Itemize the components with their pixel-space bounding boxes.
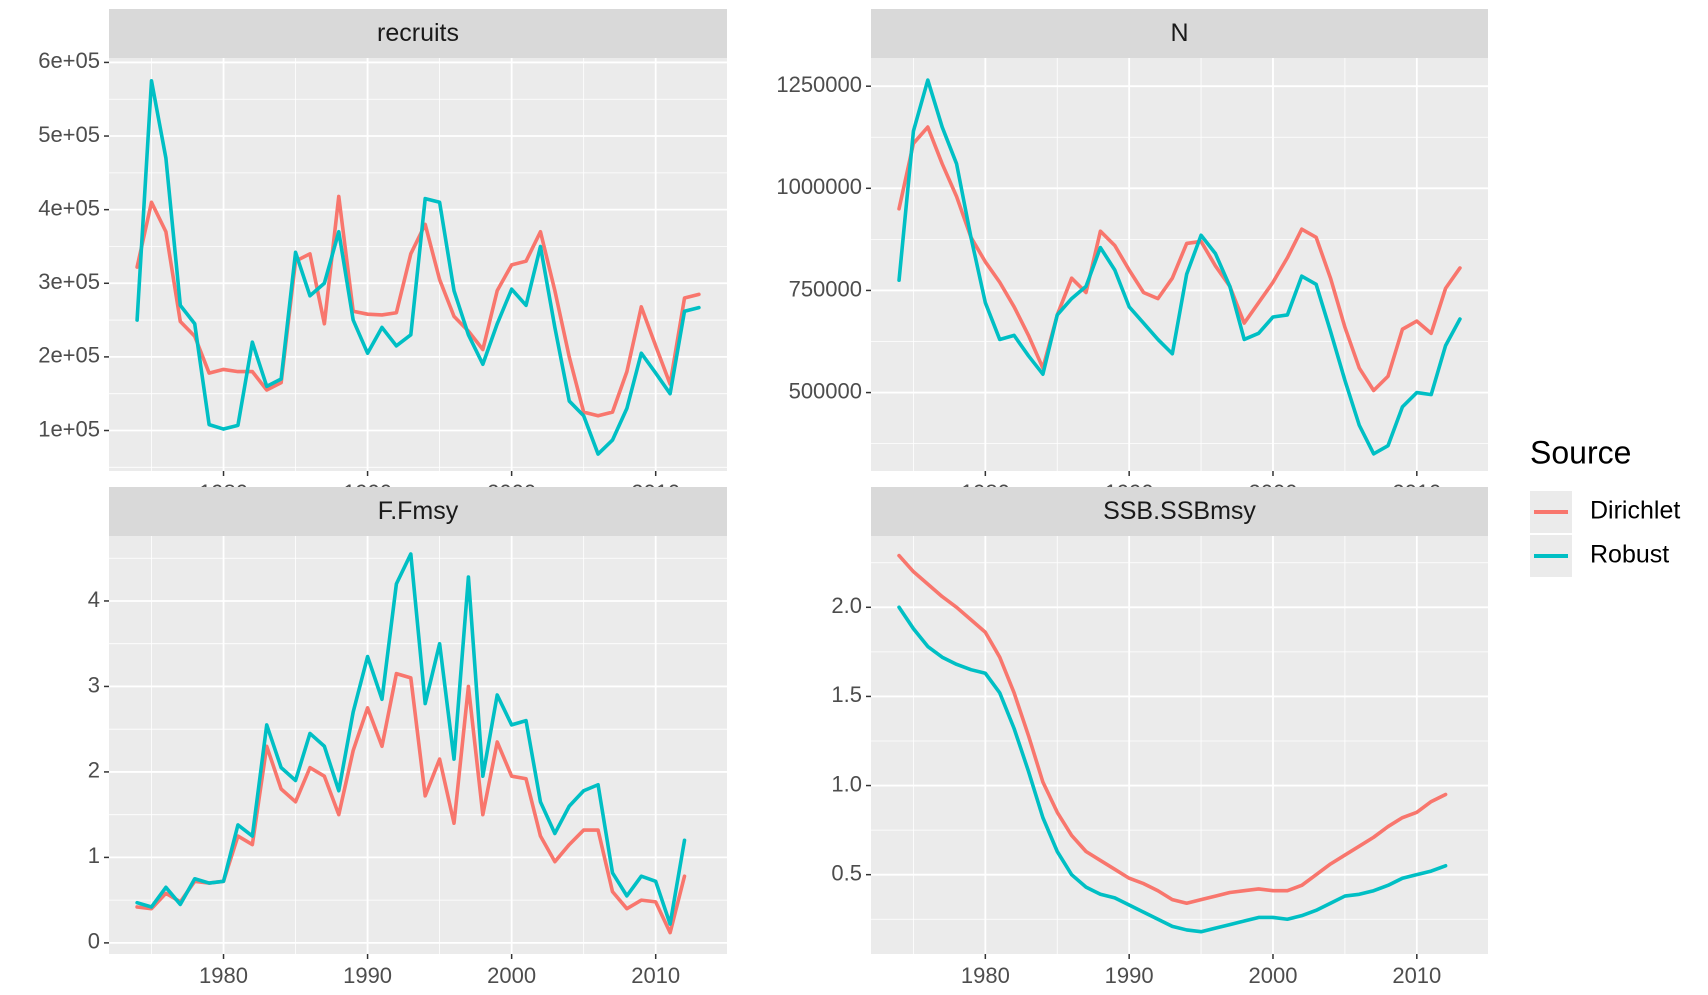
y-tick-label: 2 (88, 758, 100, 783)
y-tick-label: 4 (88, 587, 100, 612)
y-tick-label: 2.0 (831, 593, 862, 618)
x-tick-label: 2000 (487, 963, 536, 988)
strip (109, 9, 727, 58)
y-tick-label: 3e+05 (38, 269, 100, 294)
x-tick-label: 1990 (1105, 963, 1154, 988)
strip-label: recruits (377, 19, 459, 47)
series-line (897, 125, 1462, 393)
x-tick-label: 2010 (1392, 963, 1441, 988)
y-tick-label: 0.5 (831, 860, 862, 885)
legend-label: Robust (1590, 541, 1669, 569)
series-line (135, 79, 701, 456)
x-tick-label: 2010 (631, 963, 680, 988)
y-tick-label: 1250000 (776, 72, 862, 97)
strip (871, 487, 1488, 536)
strip (109, 487, 727, 536)
y-tick-label: 1.0 (831, 771, 862, 796)
y-tick-label: 3 (88, 672, 100, 697)
strip-label: SSB.SSBmsy (1103, 497, 1256, 525)
y-tick-label: 0 (88, 929, 100, 954)
y-tick-label: 1 (88, 843, 100, 868)
x-tick-label: 2000 (1249, 963, 1298, 988)
x-tick-label: 1990 (343, 963, 392, 988)
strip-label: N (1170, 19, 1188, 47)
y-tick-label: 4e+05 (38, 195, 100, 220)
legend-title: Source (1530, 434, 1631, 470)
y-tick-label: 5e+05 (38, 122, 100, 147)
series-line (135, 552, 687, 926)
legend-label: Dirichlet (1590, 497, 1680, 525)
series-line (897, 605, 1448, 934)
series-line (897, 553, 1448, 905)
y-tick-label: 1000000 (776, 174, 862, 199)
x-tick-label: 1980 (199, 963, 248, 988)
y-tick-label: 6e+05 (38, 48, 100, 73)
y-tick-label: 1e+05 (38, 416, 100, 441)
y-tick-label: 2e+05 (38, 343, 100, 368)
series-line (135, 194, 701, 418)
y-tick-label: 1.5 (831, 682, 862, 707)
y-tick-label: 500000 (789, 378, 862, 403)
strip (871, 9, 1488, 58)
strip-label: F.Fmsy (378, 497, 459, 525)
x-tick-label: 1980 (961, 963, 1010, 988)
y-tick-label: 750000 (789, 276, 862, 301)
panel-background (871, 536, 1488, 954)
series-line (897, 78, 1462, 456)
